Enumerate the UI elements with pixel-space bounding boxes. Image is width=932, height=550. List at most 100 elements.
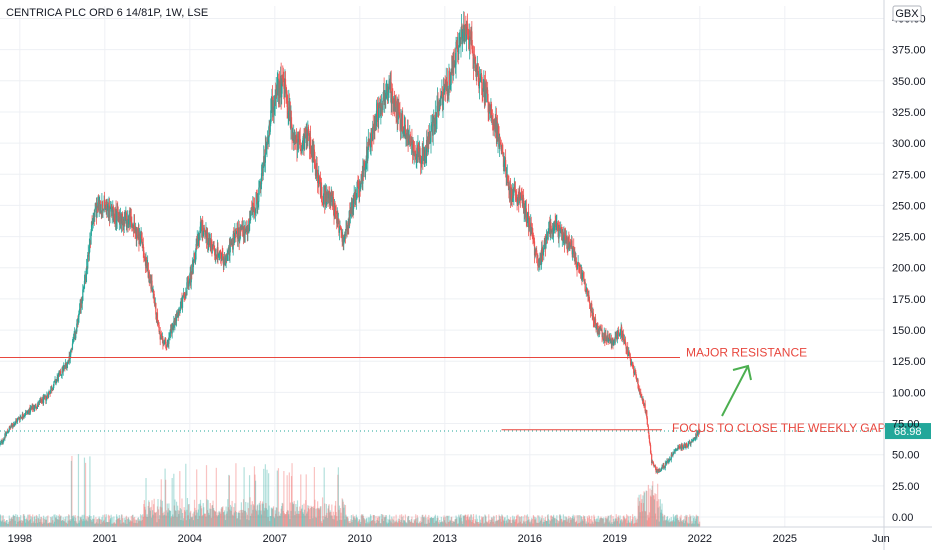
volume-bar [440,522,442,527]
volume-bar [417,517,419,527]
candle-body [423,148,425,161]
candle-body [25,412,27,415]
volume-bar [327,505,330,527]
candle-body [35,404,37,408]
volume-bar [154,512,156,527]
candle-body [106,201,108,211]
candle-body [81,303,83,305]
volume-bar [177,510,179,527]
candle-body [268,137,270,143]
volume-bar [461,523,464,527]
volume-bar [657,483,659,527]
volume-bar [659,506,661,527]
candle-body [544,240,546,243]
volume-bar [31,517,33,527]
candle-body [671,454,673,456]
volume-bar [200,505,202,527]
candle-body [75,330,77,339]
candle-body [104,204,106,210]
volume-bar [475,514,477,527]
volume-bar [460,517,463,527]
candle-body [407,128,409,144]
volume-bar [159,515,161,527]
candle-body [92,222,94,225]
candle-body [153,293,155,304]
volume-bar [588,516,591,527]
volume-bar [371,520,373,527]
candle-body [450,84,452,90]
volume-bar [531,518,533,527]
candle-body [660,470,662,472]
volume-bar [636,518,639,527]
volume-bar [608,515,610,527]
y-tick-label: 300.00 [892,138,926,150]
volume-bar [21,522,23,527]
volume-bar [224,514,226,527]
candle-body [148,271,150,284]
candle-body [220,252,222,259]
volume-bar [302,513,305,527]
candle-body [58,372,60,375]
volume-bar [146,514,148,527]
volume-bar [507,518,509,527]
candle-body [458,45,460,54]
candle-body [372,126,374,140]
volume-bar [0,514,1,527]
x-tick-label-overflow: Jun [872,533,890,545]
volume-bar [348,523,350,527]
volume-bar [398,518,400,527]
candle-body [369,140,371,148]
volume-bar [654,493,656,527]
volume-bar [354,519,356,527]
volume-bar [147,517,149,527]
volume-bar [405,522,408,527]
volume-bar [400,519,402,527]
candle-body [129,212,131,228]
volume-bar [116,514,118,527]
candle-body [127,219,130,225]
volume-bar [281,506,283,527]
candle-body [511,190,513,200]
candle-body [274,95,276,104]
candle-body [45,397,47,401]
volume-bar [10,517,13,527]
volume-bar [71,515,74,527]
volume-bar [496,520,498,527]
candle-body [23,415,25,418]
volume-bar [27,521,29,527]
volume-bar [274,510,276,527]
volume-bar [240,502,242,527]
volume-bar [320,506,322,527]
volume-bar [56,519,58,527]
volume-bar [48,522,51,527]
volume-bar [64,518,66,527]
volume-bar [349,521,351,527]
candle-body [665,461,667,465]
candle-body [317,169,319,184]
candle-body [391,94,393,98]
candle-body [213,245,215,252]
volume-bar [640,494,642,527]
candle-body [383,90,385,102]
candle-body [614,336,616,344]
candle-body [19,416,21,420]
volume-bar [230,510,232,527]
volume-bar [86,516,88,527]
volume-bar [228,475,230,527]
volume-bar [181,512,184,527]
candle-body [652,461,654,465]
volume-bar [102,521,105,527]
volume-bar [566,521,568,527]
candle-body [48,391,51,394]
candle-body [388,80,390,90]
volume-bar [396,521,398,527]
volume-bar [33,521,35,527]
volume-bar [133,516,136,527]
volume-bar [488,523,490,527]
candle-body [151,280,153,292]
candle-body [685,443,688,447]
volume-bar [199,499,202,527]
volume-bar [251,513,253,527]
volume-bar [416,522,418,527]
